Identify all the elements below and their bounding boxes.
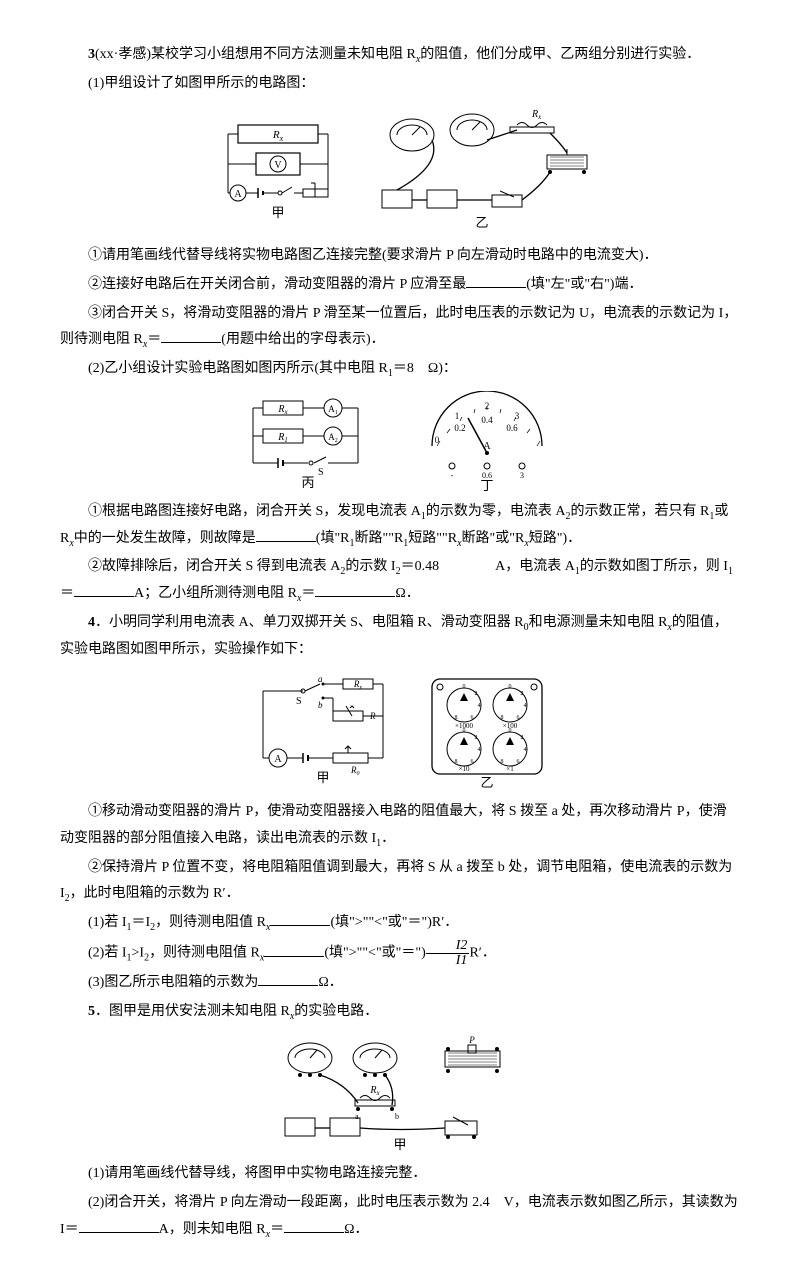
svg-text:×1: ×1 xyxy=(506,765,514,773)
circuit-bing-icon: Rx A1 R1 A2 S 丙 xyxy=(238,391,388,491)
svg-text:2: 2 xyxy=(520,691,523,697)
blank[interactable] xyxy=(315,582,395,597)
q3-number: 3 xyxy=(88,47,95,62)
svg-text:×10: ×10 xyxy=(458,765,469,773)
svg-text:丙: 丙 xyxy=(302,475,315,490)
svg-text:1: 1 xyxy=(455,411,460,421)
svg-text:Rx: Rx xyxy=(369,1085,380,1097)
svg-text:0.6: 0.6 xyxy=(506,423,518,433)
q3-p5: ②故障排除后，闭合开关 S 得到电流表 A2的示数 I2＝0.48 A，电流表 … xyxy=(60,554,740,608)
blank[interactable] xyxy=(284,1218,344,1233)
q3-stem: 3(xx·孝感)某校学习小组想用不同方法测量未知电阻 Rx的阻值，他们分成甲、乙… xyxy=(60,42,740,69)
svg-text:-: - xyxy=(450,471,453,480)
fraction: I2I1 xyxy=(426,939,470,968)
svg-text:A: A xyxy=(235,189,243,200)
svg-text:V: V xyxy=(275,160,283,171)
svg-text:b: b xyxy=(318,700,323,710)
svg-text:8: 8 xyxy=(454,715,457,721)
svg-text:Rx: Rx xyxy=(272,129,284,143)
blank[interactable] xyxy=(270,911,330,926)
svg-text:A: A xyxy=(483,441,491,452)
svg-text:8: 8 xyxy=(500,759,503,765)
svg-text:R0: R0 xyxy=(350,765,360,777)
q3-p3: ③闭合开关 S，将滑动变阻器的滑片 P 滑至某一位置后，此时电压表的示数记为 U… xyxy=(60,301,740,354)
q4-stem: 4．小明同学利用电流表 A、单刀双掷开关 S、电阻箱 R、滑动变阻器 R0和电源… xyxy=(60,610,740,663)
svg-text:0: 0 xyxy=(435,435,440,445)
circuit-jia-icon: Rx V A 甲 xyxy=(208,115,348,225)
svg-text:Rx: Rx xyxy=(278,404,289,416)
q4-p3: (1)若 I1＝I2，则待测电阻值 Rx(填">""<"或"＝")R′． xyxy=(60,910,740,937)
svg-text:6: 6 xyxy=(516,715,519,721)
svg-text:2: 2 xyxy=(474,691,477,697)
svg-text:8: 8 xyxy=(500,715,503,721)
svg-text:0.2: 0.2 xyxy=(454,423,465,433)
ammeter-ding-icon: 0123 0.20.40.6 A - 0.6 3 丁 xyxy=(412,391,562,491)
svg-text:2: 2 xyxy=(520,735,523,741)
svg-text:6: 6 xyxy=(470,715,473,721)
svg-text:4: 4 xyxy=(523,747,526,753)
q4-number: 4 xyxy=(88,615,95,630)
q3-figure-bing-ding: Rx A1 R1 A2 S 丙 0123 0.20.40.6 A - 0.6 xyxy=(60,391,740,491)
svg-text:2: 2 xyxy=(474,735,477,741)
svg-text:3: 3 xyxy=(520,471,524,480)
svg-text:0: 0 xyxy=(462,684,465,690)
q3-figure-jia-yi: Rx V A 甲 Rx xyxy=(60,105,740,235)
svg-text:A: A xyxy=(275,754,283,765)
svg-text:A1: A1 xyxy=(329,404,339,416)
svg-text:甲: 甲 xyxy=(272,205,285,220)
svg-text:4: 4 xyxy=(477,703,480,709)
svg-text:4: 4 xyxy=(523,703,526,709)
q3-p4: ①根据电路图连接好电路，闭合开关 S，发现电流表 A1的示数为零，电流表 A2的… xyxy=(60,499,740,553)
svg-text:a: a xyxy=(355,1112,359,1121)
svg-text:丁: 丁 xyxy=(480,478,493,491)
svg-text:乙: 乙 xyxy=(475,215,488,230)
svg-text:A2: A2 xyxy=(329,432,339,444)
svg-text:S: S xyxy=(318,467,324,478)
circuit-yi-icon: Rx 乙 xyxy=(372,105,592,235)
q3-p2: ②连接好电路后在开关闭合前，滑动变阻器的滑片 P 应滑至最(填"左"或"右")端… xyxy=(60,272,740,299)
svg-text:0.4: 0.4 xyxy=(481,415,493,425)
blank[interactable] xyxy=(258,971,318,986)
svg-text:甲: 甲 xyxy=(393,1137,406,1152)
q5-stem: 5．图甲是用伏安法测未知电阻 Rx的实验电路． xyxy=(60,999,740,1026)
svg-text:8: 8 xyxy=(454,759,457,765)
q4-p5: (3)图乙所示电阻箱的示数为Ω． xyxy=(60,970,740,997)
svg-text:3: 3 xyxy=(515,411,520,421)
q4-figure: a b S Rx R A R0 甲 02468 xyxy=(60,671,740,791)
svg-text:×1000: ×1000 xyxy=(455,722,473,730)
blank[interactable] xyxy=(256,527,316,542)
svg-text:乙: 乙 xyxy=(480,775,493,790)
svg-text:0: 0 xyxy=(508,684,511,690)
q4-p1: ①移动滑动变阻器的滑片 P，使滑动变阻器接入电路的阻值最大，将 S 拨至 a 处… xyxy=(60,799,740,852)
q4-p2: ②保持滑片 P 位置不变，将电阻箱阻值调到最大，再将 S 从 a 拨至 b 处，… xyxy=(60,855,740,908)
blank[interactable] xyxy=(74,582,134,597)
resistor-box-yi-icon: 02468 02468 02468 02468 ×1000 ×100 ×10 ×… xyxy=(422,671,552,791)
svg-text:×100: ×100 xyxy=(503,722,518,730)
q5-number: 5 xyxy=(88,1004,95,1019)
blank[interactable] xyxy=(79,1218,159,1233)
q4-p4: (2)若 I1>I2，则待测电阻值 Rx(填">""<"或"＝")I2I1R′． xyxy=(60,939,740,968)
svg-text:6: 6 xyxy=(516,759,519,765)
blank[interactable] xyxy=(466,273,526,288)
svg-text:P: P xyxy=(468,1035,475,1045)
q3-p1: ①请用笔画线代替导线将实物电路图乙连接完整(要求滑片 P 向左滑动时电路中的电流… xyxy=(60,243,740,270)
svg-text:甲: 甲 xyxy=(317,770,330,785)
q5-p1: (1)请用笔画线代替导线，将图甲中实物电路连接完整． xyxy=(60,1161,740,1188)
blank[interactable] xyxy=(264,942,324,957)
svg-text:6: 6 xyxy=(470,759,473,765)
circuit-q5-jia-icon: P Rx a b 甲 xyxy=(270,1033,530,1153)
svg-text:R1: R1 xyxy=(277,432,288,444)
blank[interactable] xyxy=(161,328,221,343)
svg-text:4: 4 xyxy=(477,747,480,753)
q5-p2: (2)闭合开关，将滑片 P 向左滑动一段距离，此时电压表示数为 2.4 V，电流… xyxy=(60,1190,740,1243)
q3-part1-label: (1)甲组设计了如图甲所示的电路图： xyxy=(60,71,740,98)
q5-figure: P Rx a b 甲 xyxy=(60,1033,740,1153)
svg-text:S: S xyxy=(296,696,302,707)
svg-text:b: b xyxy=(395,1112,399,1121)
q3-part2: (2)乙小组设计实验电路图如图丙所示(其中电阻 R1＝8 Ω)： xyxy=(60,356,740,383)
svg-text:Rx: Rx xyxy=(531,109,542,121)
circuit-q4-jia-icon: a b S Rx R A R0 甲 xyxy=(248,676,398,786)
